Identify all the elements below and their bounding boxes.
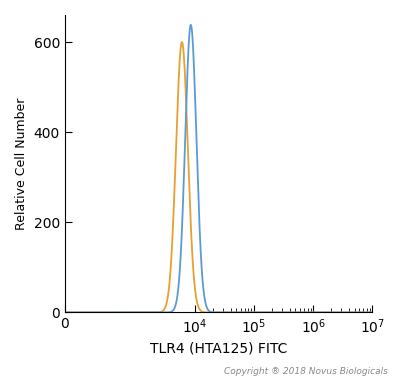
X-axis label: TLR4 (HTA125) FITC: TLR4 (HTA125) FITC [150, 341, 287, 355]
Y-axis label: Relative Cell Number: Relative Cell Number [15, 98, 28, 230]
Text: Copyright ® 2018 Novus Biologicals: Copyright ® 2018 Novus Biologicals [224, 367, 388, 376]
